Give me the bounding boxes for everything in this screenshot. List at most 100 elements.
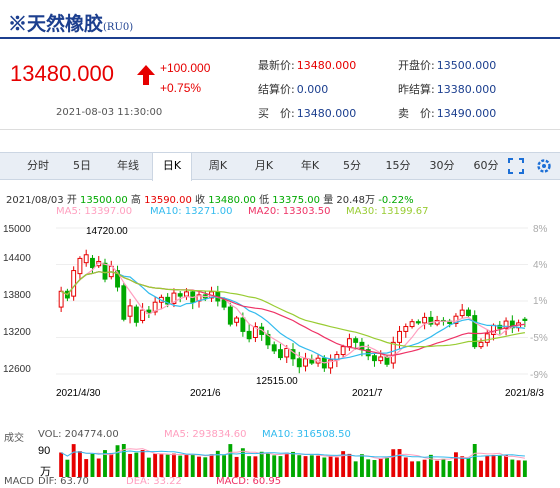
candle-body [177,293,183,297]
macd-dif: DIF: 63.70 [38,476,89,487]
candle-body [165,296,171,305]
volume-bar [479,460,483,477]
volume-bar [428,454,433,477]
quote-field: 开盘价: 13500.000 [398,59,497,72]
volume-bar [316,455,321,477]
volume-bar [65,459,70,477]
volume-bar [391,449,396,477]
candle-body [221,299,227,308]
volume-bar [84,459,89,477]
candle-body [140,309,146,321]
volume-bar [59,452,64,477]
pct-axis-label: -9% [530,370,548,381]
volume-bar [159,454,164,477]
volume-bar [209,454,214,477]
candle-body [133,306,139,323]
tab-5day[interactable]: 5日 [73,159,91,172]
tab-15min[interactable]: 15分 [385,159,411,172]
candle-body [227,306,233,325]
price-axis-label: 12600 [3,364,31,375]
candle-body [403,326,409,332]
settings-icon[interactable] [536,158,552,174]
volume-bar [115,445,120,477]
volume-unit: 万 [40,466,51,477]
candle-body [372,355,377,362]
volume-bar [485,456,490,477]
volume-bar [228,444,233,477]
candle-body [115,270,120,288]
volume-bar [447,461,452,477]
volume-ma5: MA5: 293834.60 [164,429,247,440]
candle-body [271,344,277,352]
tab-daily-k[interactable]: 日K [152,153,192,181]
macd-dea: DEA: 33.22 [126,476,182,487]
ma10-legend: MA10: 13271.00 [150,206,233,217]
volume-bar [134,452,139,477]
tab-yearly-k[interactable]: 年K [300,159,320,172]
candle-body [303,358,308,367]
candle-body [290,349,296,360]
tab-yearline[interactable]: 年线 [117,159,139,172]
title-prefix-icon: ※ [8,13,28,35]
candle-body [428,316,434,325]
ma5-line [60,261,525,364]
tab-60min[interactable]: 60分 [473,159,499,172]
candle-body [365,349,371,357]
volume-label: 成交 [4,433,24,444]
volume-bar [247,456,252,477]
volume-bar [341,451,346,477]
instrument-code: (RU0) [103,22,134,33]
candle-body [252,326,258,339]
candle-body [353,338,359,343]
pct-axis-label: -5% [530,333,548,344]
volume-bar [303,456,308,477]
tab-weekly-k[interactable]: 周K [208,159,228,172]
volume-bar [353,461,358,477]
volume-bar [460,456,465,477]
price-change-pct: +0.75% [160,81,202,95]
candle-body [278,349,283,359]
candle-body [484,333,490,343]
volume-value: VOL: 204774.00 [38,429,119,440]
title-divider [0,37,560,39]
ma20-legend: MA20: 13303.50 [248,206,331,217]
candle-body [102,262,108,280]
volume-bar [259,451,264,477]
volume-bar [103,450,107,477]
pct-axis-label: 4% [533,260,548,271]
candle-body [466,309,471,317]
candle-body [83,254,89,264]
candle-body [121,285,127,320]
candle-body [390,341,396,364]
kline-chart[interactable]: 15000 14400 13800 13200 12600 8% 4% 1% -… [0,220,560,415]
volume-bar [366,459,371,477]
candle-body [71,270,77,297]
tab-5min[interactable]: 5分 [343,159,361,172]
volume-chart[interactable]: 90 万 [0,441,560,477]
volume-bar [140,450,145,477]
candle-body [246,330,252,340]
quote-field: 昨结算: 13380.000 [398,83,497,96]
volume-bar [77,451,82,477]
volume-bar [203,457,208,477]
tab-fenshi[interactable]: 分时 [27,159,49,172]
candle-body [58,290,64,308]
volume-bar [178,455,183,477]
volume-bar [71,444,76,477]
price-axis-label: 13800 [3,290,31,301]
candle-body [397,330,402,343]
volume-bar [309,455,314,477]
candle-body [240,317,246,332]
volume-bar [90,453,95,477]
ohlc-info-line: 2021/08/03 开 13500.00 高 13590.00 收 13480… [6,195,414,206]
volume-bar [272,455,277,477]
fullscreen-icon[interactable] [508,158,524,174]
tab-30min[interactable]: 30分 [429,159,455,172]
tab-monthly-k[interactable]: 月K [254,159,274,172]
volume-bar [416,461,421,477]
quote-field: 最新价: 13480.000 [258,59,357,72]
volume-bar [516,460,521,477]
volume-bar [96,458,101,477]
volume-bar [441,458,446,477]
candle-body [146,309,152,314]
